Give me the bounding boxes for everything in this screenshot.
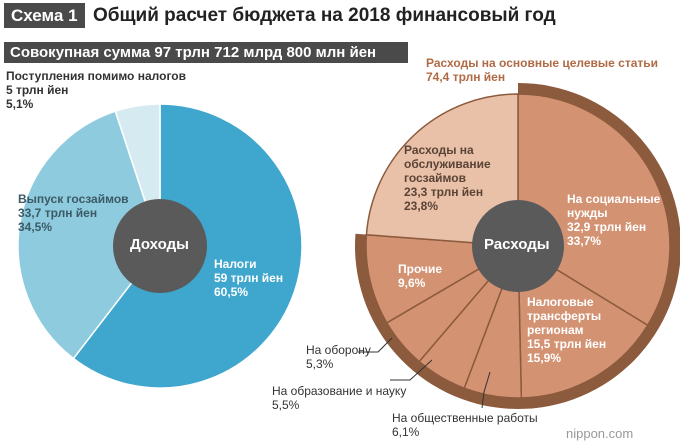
transfers-name-2: трансферты [527, 309, 602, 323]
debt-name-1: Расходы на [404, 143, 474, 157]
taxes-percent: 60,5% [214, 285, 249, 299]
social-label: На социальные нужды 32,9 трлн йен 33,7% [567, 192, 660, 248]
social-name-2: нужды [567, 206, 608, 220]
bonds-label: Выпуск госзаймов 33,7 трлн йен 34,5% [18, 192, 129, 234]
social-amount: 32,9 трлн йен [567, 220, 647, 234]
transfers-label: Налоговые трансферты регионам 15,5 трлн … [527, 295, 606, 365]
defense-name: На оборону [306, 343, 371, 357]
taxes-amount: 59 трлн йен [214, 271, 284, 285]
bonds-name: Выпуск госзаймов [18, 192, 129, 206]
bonds-percent: 34,5% [18, 220, 53, 234]
other-revenue-amount: 5 трлн йен [6, 83, 69, 97]
transfers-name-3: регионам [527, 323, 584, 337]
taxes-name: Налоги [214, 257, 257, 271]
figure-badge: Схема 1 [4, 3, 85, 28]
debt-name-3: госзаймов [404, 171, 466, 185]
publicworks-leader-line [481, 371, 491, 409]
revenue-slice-bonds [17, 110, 161, 360]
education-percent: 5,5% [272, 398, 300, 412]
other-revenue-percent: 5,1% [6, 97, 34, 111]
revenue-center-label: Доходы [130, 236, 189, 253]
debt-service-label: Расходы на обслуживание госзаймов 23,3 т… [404, 143, 491, 213]
transfers-amount: 15,5 трлн йен [527, 337, 607, 351]
education-leader-line [390, 359, 433, 381]
main-items-amount: 74,4 трлн йен [426, 70, 506, 84]
publicworks-percent: 6,1% [392, 425, 420, 439]
other-exp-name: Прочие [398, 262, 443, 276]
chart-title: Общий расчет бюджета на 2018 финансовый … [93, 5, 556, 26]
defense-leader-line [358, 337, 393, 353]
main-items-label: Расходы на основные целевые статьи 74,4 … [426, 56, 658, 84]
social-percent: 33,7% [567, 234, 602, 248]
bonds-amount: 33,7 трлн йен [18, 206, 98, 220]
education-label: На образование и науку 5,5% [272, 384, 406, 412]
debt-name-2: обслуживание [404, 157, 491, 171]
transfers-percent: 15,9% [527, 351, 562, 365]
total-amount-banner: Совокупная сумма 97 трлн 712 млрд 800 мл… [4, 42, 408, 63]
expenditure-center-circle [472, 200, 564, 292]
defense-label: На оборону 5,3% [306, 343, 371, 371]
taxes-label: Налоги 59 трлн йен 60,5% [214, 257, 283, 299]
other-revenue-name: Поступления помимо налогов [6, 69, 186, 83]
revenue-center-circle [113, 199, 207, 293]
main-items-name: Расходы на основные целевые статьи [426, 56, 659, 70]
source-watermark: nippon.com [566, 426, 634, 441]
debt-percent: 23,8% [404, 199, 439, 213]
social-name-1: На социальные [567, 192, 661, 206]
other-exp-label: Прочие 9,6% [398, 262, 442, 290]
defense-percent: 5,3% [306, 357, 334, 371]
debt-amount: 23,3 трлн йен [404, 185, 484, 199]
other-exp-percent: 9,6% [398, 276, 426, 290]
publicworks-name: На общественные работы [392, 411, 538, 425]
other-revenue-label: Поступления помимо налогов 5 трлн йен 5,… [6, 69, 186, 111]
chart-header: Схема 1 Общий расчет бюджета на 2018 фин… [0, 0, 680, 34]
expenditure-center-label: Расходы [484, 236, 550, 253]
exp-slice-transfers [517, 244, 649, 399]
transfers-name-1: Налоговые [527, 295, 594, 309]
exp-slice-debt-service [365, 93, 519, 247]
education-name: На образование и науку [272, 384, 407, 398]
publicworks-label: На общественные работы 6,1% [392, 411, 538, 439]
